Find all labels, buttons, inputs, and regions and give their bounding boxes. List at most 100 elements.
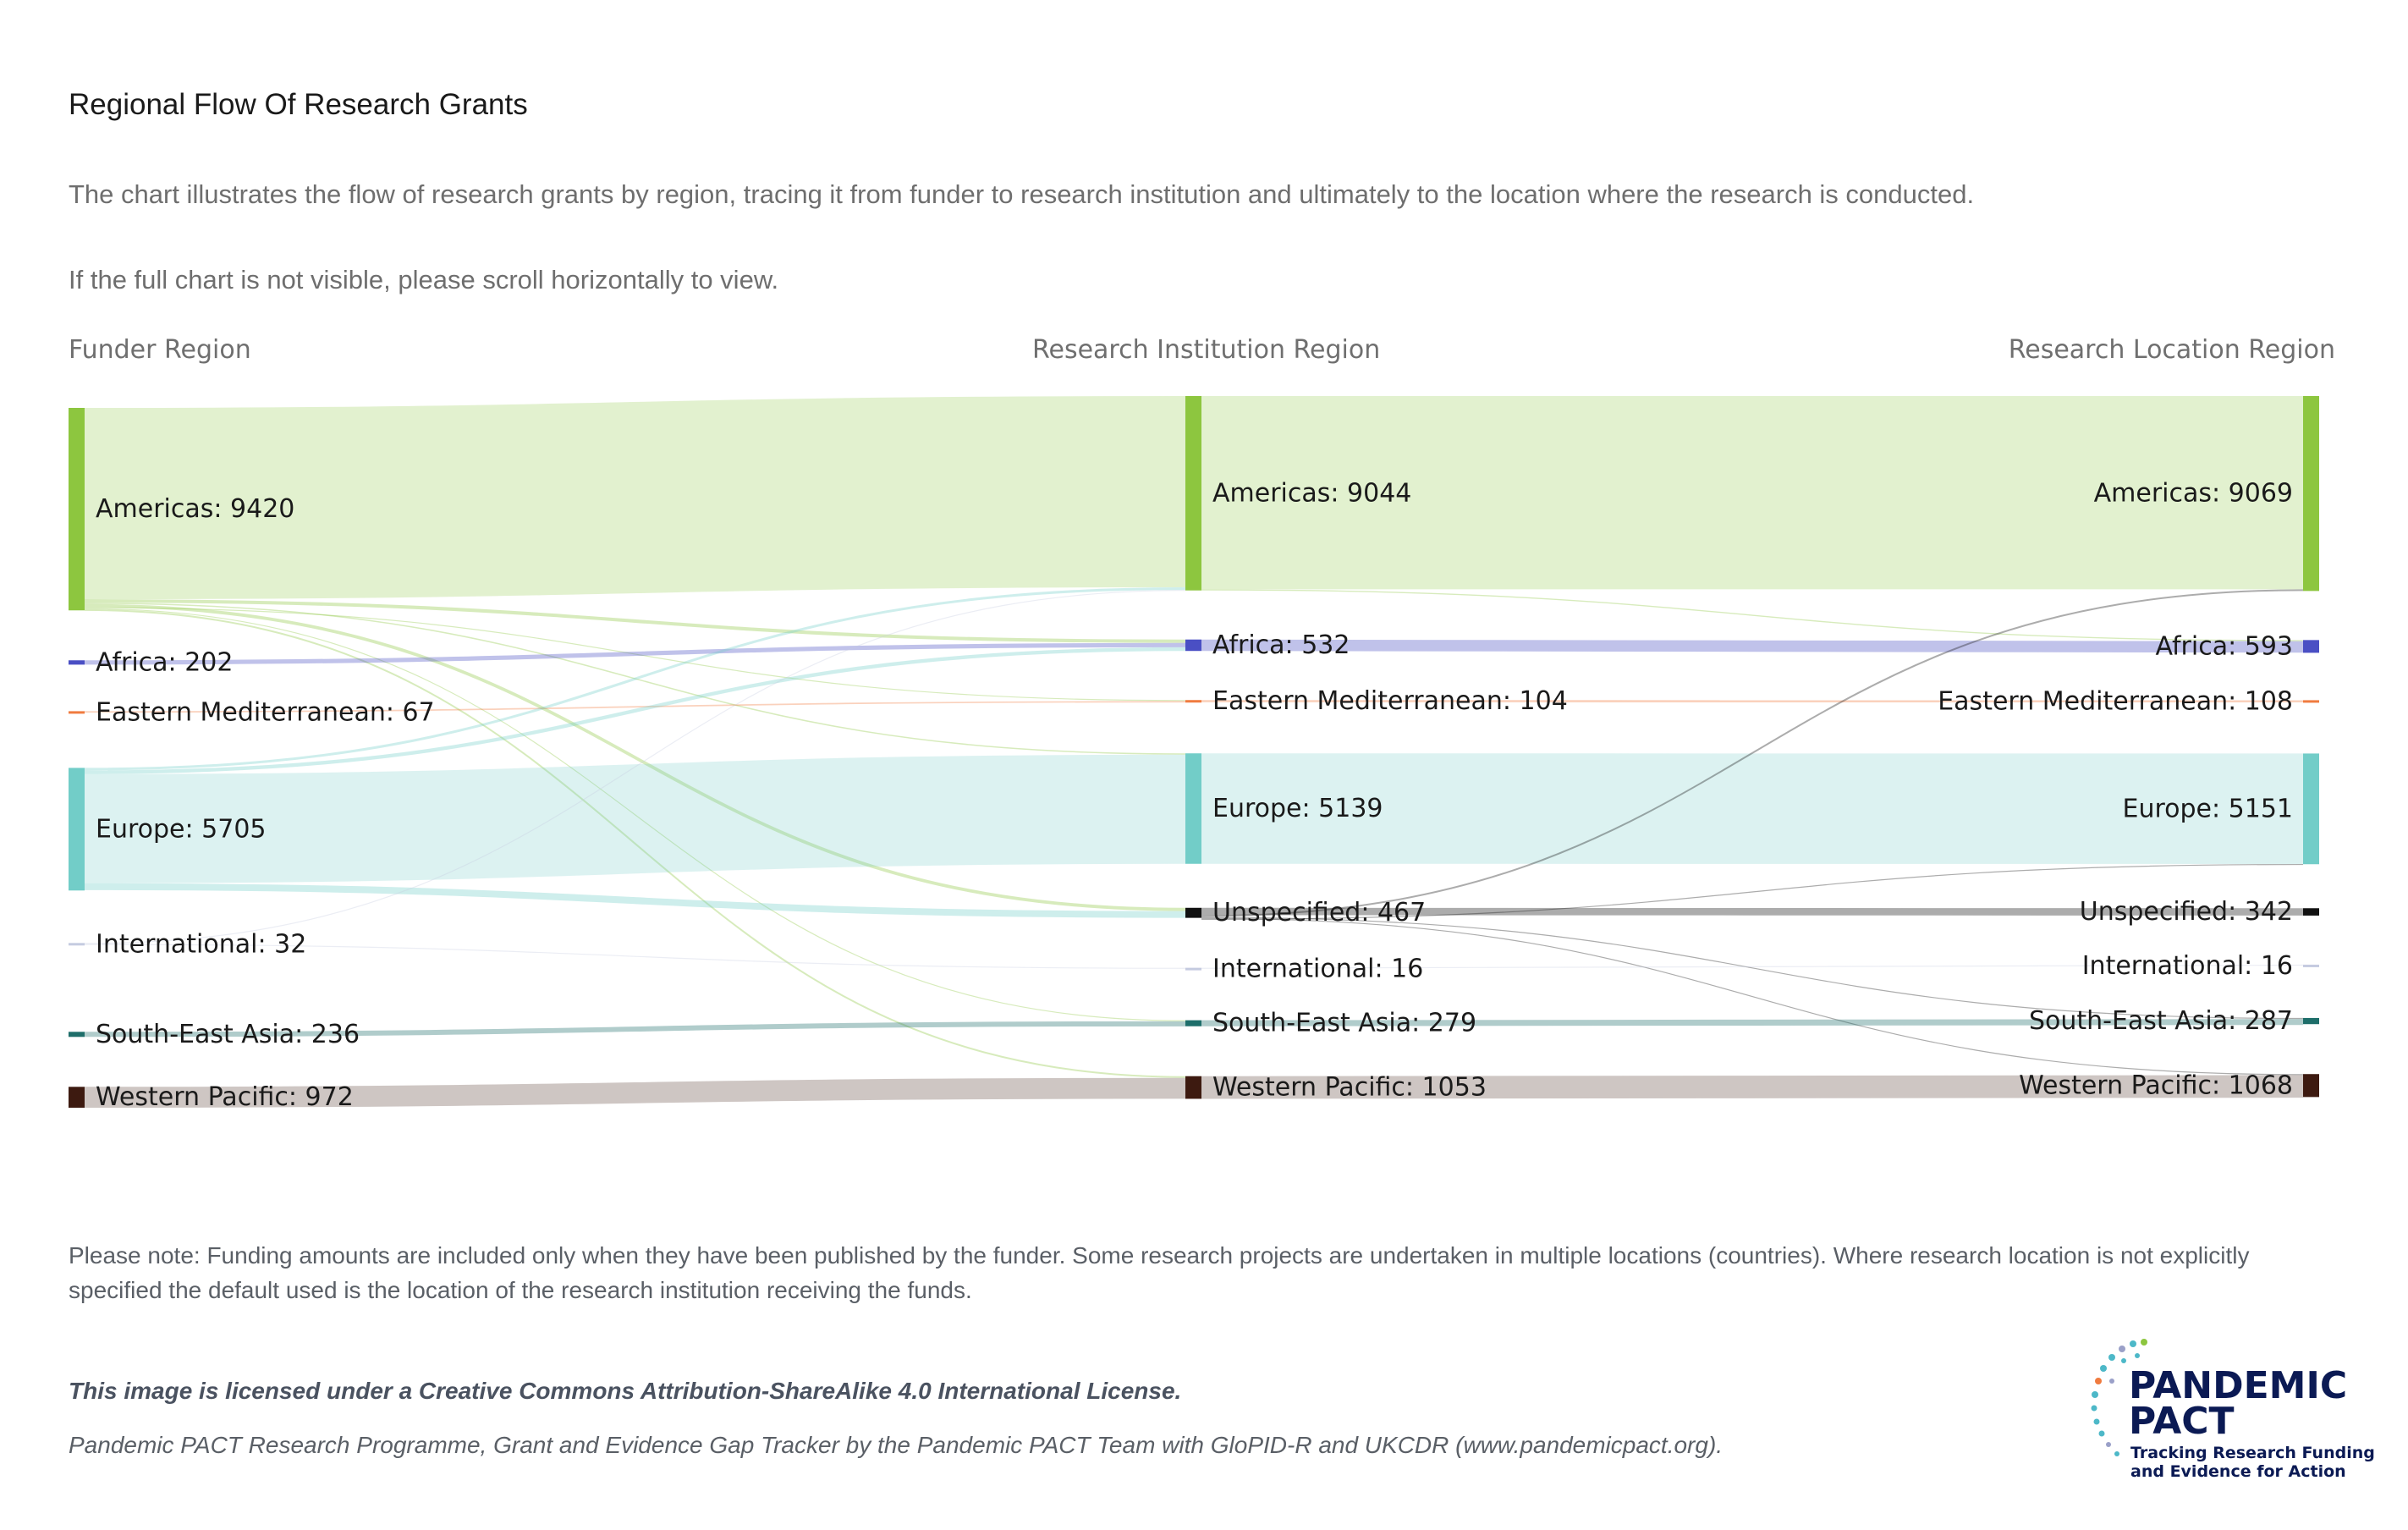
node-location-western-pacific[interactable] <box>2303 1074 2319 1098</box>
node-location-south-east-asia[interactable] <box>2303 1017 2319 1025</box>
chart-title: Regional Flow Of Research Grants <box>69 88 528 121</box>
link-funder-international-to-institution-international[interactable] <box>84 944 1186 969</box>
logo-dot <box>2091 1405 2097 1412</box>
node-funder-africa[interactable] <box>69 660 85 665</box>
node-institution-europe[interactable] <box>1185 753 1201 864</box>
link-funder-south-east-asia-to-institution-south-east-asia[interactable] <box>84 1021 1186 1037</box>
node-label-institution-south-east-asia: South-East Asia: 279 <box>1212 1009 1476 1038</box>
node-label-funder-eastern-mediterranean: Eastern Mediterranean: 67 <box>96 697 435 727</box>
link-funder-europe-to-institution-americas[interactable] <box>84 587 1186 771</box>
node-label-institution-africa: Africa: 532 <box>1212 630 1350 660</box>
link-funder-western-pacific-to-institution-western-pacific[interactable] <box>84 1077 1186 1108</box>
logo-name: PANDEMIC PACT <box>2129 1364 2348 1443</box>
link-funder-eastern-mediterranean-to-institution-eastern-mediterranean[interactable] <box>84 701 1186 713</box>
logo-dot <box>2106 1442 2111 1447</box>
node-funder-eastern-mediterranean[interactable] <box>69 711 85 714</box>
node-location-africa[interactable] <box>2303 640 2319 653</box>
link-funder-americas-to-institution-south-east-asia[interactable] <box>84 608 1186 1021</box>
node-label-location-americas: Americas: 9069 <box>2094 479 2293 509</box>
logo-dot <box>2114 1451 2119 1456</box>
logo-dot <box>2093 1418 2100 1425</box>
node-location-eastern-mediterranean[interactable] <box>2303 700 2319 703</box>
logo-dot <box>2098 1430 2105 1437</box>
node-label-institution-eastern-mediterranean: Eastern Mediterranean: 104 <box>1212 686 1568 716</box>
node-institution-south-east-asia[interactable] <box>1185 1020 1201 1026</box>
link-funder-americas-to-institution-eastern-mediterranean[interactable] <box>84 607 1186 702</box>
link-institution-unspecified-to-location-western-pacific[interactable] <box>1201 917 2304 1076</box>
node-location-americas[interactable] <box>2303 396 2319 592</box>
node-institution-international[interactable] <box>1185 967 1201 971</box>
link-funder-americas-to-institution-americas[interactable] <box>84 396 1186 600</box>
node-institution-americas[interactable] <box>1185 396 1201 591</box>
node-location-international[interactable] <box>2303 964 2319 967</box>
logo-tagline: Tracking Research Funding and Evidence f… <box>2130 1444 2375 1481</box>
node-location-europe[interactable] <box>2303 753 2319 865</box>
link-funder-americas-to-institution-western-pacific[interactable] <box>84 608 1186 1078</box>
node-institution-unspecified[interactable] <box>1185 907 1201 918</box>
link-institution-unspecified-to-location-south-east-asia[interactable] <box>1201 916 2304 1020</box>
column-header-location: Research Location Region <box>2008 335 2335 365</box>
link-funder-americas-to-institution-europe[interactable] <box>84 603 1186 755</box>
link-funder-international-to-institution-americas[interactable] <box>84 590 1186 944</box>
link-funder-africa-to-institution-africa[interactable] <box>84 642 1186 665</box>
node-label-location-western-pacific: Western Pacific: 1068 <box>2019 1070 2293 1100</box>
node-label-institution-international: International: 16 <box>1212 955 1423 984</box>
node-location-unspecified[interactable] <box>2303 908 2319 916</box>
sankey-nodes: Americas: 9420 Africa: 202 Eastern Mediter… <box>69 396 2319 1112</box>
column-header-funder: Funder Region <box>69 335 251 365</box>
node-label-institution-europe: Europe: 5139 <box>1212 794 1383 823</box>
node-label-location-international: International: 16 <box>2082 951 2293 981</box>
node-funder-western-pacific[interactable] <box>69 1087 85 1108</box>
node-label-location-eastern-mediterranean: Eastern Mediterranean: 108 <box>1938 686 2293 716</box>
credit-text[interactable]: Pandemic PACT Research Programme, Grant … <box>69 1432 1724 1458</box>
logo-dot <box>2108 1354 2115 1361</box>
node-label-funder-europe: Europe: 5705 <box>96 814 267 844</box>
link-institution-americas-to-location-africa[interactable] <box>1201 589 2304 641</box>
link-funder-americas-to-institution-unspecified[interactable] <box>84 603 1186 911</box>
node-funder-americas[interactable] <box>69 408 85 611</box>
logo-dot <box>2135 1353 2140 1358</box>
funding-note: Please note: Funding amounts are include… <box>69 1242 2250 1303</box>
node-label-institution-americas: Americas: 9044 <box>1212 478 1411 508</box>
node-funder-south-east-asia[interactable] <box>69 1032 85 1037</box>
scroll-hint: If the full chart is not visible, please… <box>69 265 779 294</box>
link-institution-unspecified-to-location-europe[interactable] <box>1201 863 2304 921</box>
logo-dot <box>2121 1358 2126 1363</box>
logo-dot <box>2119 1346 2125 1352</box>
license-text[interactable]: This image is licensed under a Creative … <box>69 1378 1182 1404</box>
node-label-funder-americas: Americas: 9420 <box>96 494 294 524</box>
logo-name-line2: PACT <box>2129 1400 2235 1443</box>
link-funder-europe-to-institution-unspecified[interactable] <box>84 883 1186 918</box>
node-label-funder-south-east-asia: South-East Asia: 236 <box>96 1020 360 1049</box>
node-label-location-europe: Europe: 5151 <box>2123 794 2294 823</box>
node-label-location-unspecified: Unspecified: 342 <box>2080 897 2293 927</box>
node-label-location-south-east-asia: South-East Asia: 287 <box>2029 1006 2293 1036</box>
node-label-funder-western-pacific: Western Pacific: 972 <box>96 1082 354 1112</box>
sankey-links <box>84 395 2304 1108</box>
column-header-institution: Research Institution Region <box>1032 335 1381 365</box>
link-institution-unspecified-to-location-americas[interactable] <box>1201 589 2304 917</box>
logo-name-line1: PANDEMIC <box>2129 1364 2348 1407</box>
node-label-funder-international: International: 32 <box>96 929 306 959</box>
node-institution-africa[interactable] <box>1185 639 1201 652</box>
logo-dot <box>2141 1339 2147 1346</box>
link-institution-africa-to-location-africa[interactable] <box>1201 639 2304 653</box>
node-institution-eastern-mediterranean[interactable] <box>1185 700 1201 703</box>
logo-dot <box>2100 1365 2107 1372</box>
node-institution-western-pacific[interactable] <box>1185 1076 1201 1099</box>
node-label-institution-western-pacific: Western Pacific: 1053 <box>1212 1073 1487 1103</box>
chart-description: The chart illustrates the flow of resear… <box>69 179 1975 209</box>
logo-dot <box>2130 1340 2136 1347</box>
pandemic-pact-logo[interactable]: PANDEMIC PACT Tracking Research Funding … <box>2086 1330 2375 1491</box>
node-funder-europe[interactable] <box>69 768 85 891</box>
logo-dot <box>2109 1379 2114 1384</box>
link-institution-international-to-location-international[interactable] <box>1201 964 2304 969</box>
link-funder-europe-to-institution-africa[interactable] <box>84 647 1186 774</box>
logo-dot <box>2095 1378 2102 1384</box>
node-funder-international[interactable] <box>69 943 85 946</box>
node-label-funder-africa: Africa: 202 <box>96 647 233 677</box>
link-funder-europe-to-institution-europe[interactable] <box>84 754 1186 883</box>
node-label-location-africa: Africa: 593 <box>2156 631 2293 661</box>
link-funder-americas-to-institution-africa[interactable] <box>84 599 1186 643</box>
link-institution-south-east-asia-to-location-south-east-asia[interactable] <box>1201 1019 2304 1026</box>
